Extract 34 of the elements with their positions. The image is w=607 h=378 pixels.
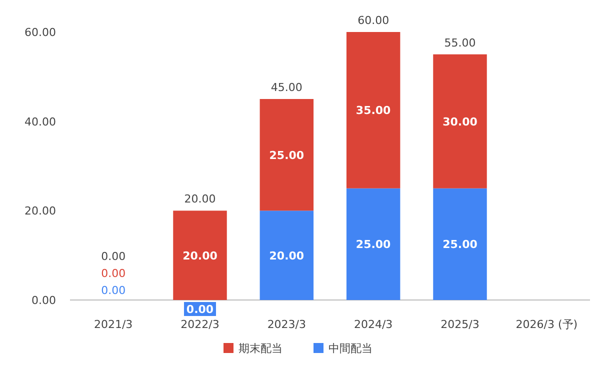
- total-label: 20.00: [184, 192, 216, 206]
- x-tick-label: 2023/3: [267, 318, 306, 331]
- data-label: 0.00: [101, 267, 126, 280]
- total-label: 0.00: [101, 284, 126, 297]
- x-tick-label: 2024/3: [354, 318, 393, 331]
- y-tick-label: 20.00: [24, 204, 56, 218]
- total-label: 60.00: [358, 14, 390, 27]
- y-tick-label: 40.00: [24, 115, 56, 128]
- x-tick-label: 2025/3: [440, 318, 480, 331]
- legend-label: 中間配当: [328, 342, 372, 355]
- legend-label: 期末配当: [238, 342, 282, 355]
- data-label: 25.00: [269, 148, 304, 162]
- bar: [433, 54, 487, 188]
- bar: [260, 99, 314, 211]
- bar: [173, 210, 227, 300]
- data-label: 30.00: [442, 115, 478, 128]
- data-label: 25.00: [356, 238, 392, 252]
- data-label: 20.00: [269, 249, 304, 262]
- data-label: 35.00: [356, 104, 392, 118]
- data-label: 20.00: [182, 249, 218, 262]
- data-label: 25.00: [442, 238, 478, 252]
- total-label: 55.00: [444, 36, 476, 50]
- bar: [433, 188, 487, 300]
- y-tick-label: 0.00: [32, 294, 56, 307]
- bar: [346, 32, 400, 188]
- total-label: 45.00: [270, 81, 302, 94]
- bar: [260, 210, 314, 300]
- x-tick-label: 2021/3: [94, 318, 133, 331]
- y-tick-label: 60.00: [24, 26, 56, 39]
- text: 0.00: [101, 250, 126, 263]
- x-tick-label: 2026/3 (予): [516, 318, 578, 331]
- data-label: 0.00: [186, 303, 214, 316]
- x-tick-label: 2022/3: [180, 318, 220, 331]
- bar: [346, 188, 400, 300]
